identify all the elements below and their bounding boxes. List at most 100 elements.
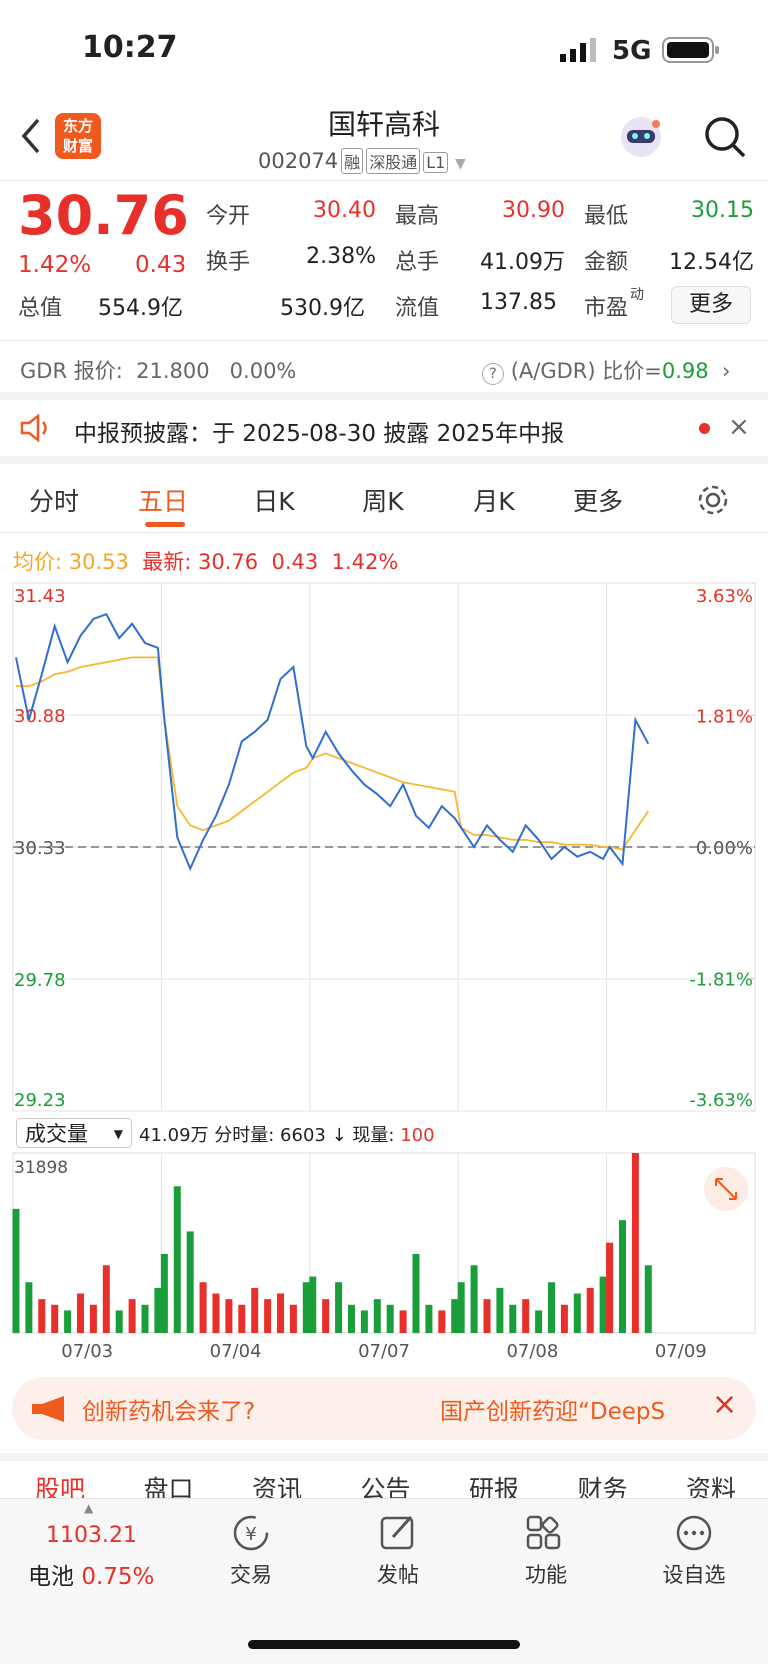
news-banner[interactable]: 创新药机会来了? 国产创新药迎“DeepS × bbox=[12, 1377, 756, 1440]
expand-icon bbox=[715, 1178, 737, 1200]
volume-bar bbox=[573, 1293, 581, 1333]
nav-item[interactable]: 设自选 bbox=[662, 1563, 726, 1587]
tab[interactable]: 周K bbox=[362, 487, 404, 516]
volume-bar bbox=[399, 1310, 407, 1333]
price-legend: 均价: 30.53 最新: 30.76 0.43 1.42% bbox=[13, 546, 398, 576]
volume-bar bbox=[335, 1282, 343, 1333]
tab-underline bbox=[145, 522, 185, 527]
badge: L1 bbox=[423, 152, 449, 173]
volume-bar bbox=[277, 1293, 285, 1333]
stock-code-row: 002074 融深股通 L1 ▼ bbox=[258, 148, 466, 174]
volume-bar bbox=[599, 1276, 607, 1333]
volume-bar bbox=[64, 1310, 72, 1333]
volume-total: 41.09万 bbox=[139, 1125, 209, 1146]
y2-tick-label: -3.63% bbox=[689, 1090, 753, 1111]
notice-text[interactable]: 中报预披露：于 2025-08-30 披露 2025年中报 bbox=[74, 421, 565, 447]
price-line bbox=[15, 612, 650, 872]
tab[interactable]: 日K bbox=[253, 487, 295, 516]
notice-dot bbox=[699, 423, 710, 434]
tab[interactable]: 更多 bbox=[572, 487, 623, 516]
change-pct: 1.42% bbox=[18, 252, 92, 278]
volume-bar bbox=[51, 1304, 59, 1333]
stock-code: 002074 bbox=[258, 149, 339, 173]
settings-button[interactable] bbox=[696, 483, 730, 517]
volume-bar bbox=[76, 1293, 84, 1333]
volume-bar bbox=[522, 1299, 530, 1333]
field-label: 总手 bbox=[395, 250, 440, 275]
dropdown-arrow[interactable]: ▼ bbox=[454, 156, 466, 172]
watchlist-icon bbox=[676, 1515, 712, 1551]
notice-close[interactable]: × bbox=[728, 412, 750, 442]
volume-info: 41.09万 分时量: 6603 ↓ 现量: 100 bbox=[139, 1121, 435, 1147]
field-value: 30.90 bbox=[502, 198, 565, 223]
x-tick-label: 07/09 bbox=[655, 1341, 707, 1362]
robot-avatar[interactable] bbox=[616, 112, 666, 162]
volume-bar bbox=[186, 1231, 194, 1333]
field-sup: 动 bbox=[630, 287, 644, 303]
volume-bar bbox=[586, 1287, 594, 1333]
latest-value: 30.76 bbox=[198, 550, 259, 574]
more-button[interactable]: 更多 bbox=[671, 286, 751, 324]
indicator-selector[interactable]: 成交量 ▼ bbox=[16, 1118, 132, 1148]
volume-bar bbox=[264, 1299, 272, 1333]
volume-bar bbox=[606, 1242, 614, 1333]
x-tick-label: 07/03 bbox=[61, 1341, 113, 1362]
field-value: 2.38% bbox=[306, 244, 376, 269]
volume-bar bbox=[438, 1310, 446, 1333]
field-label: 总值 bbox=[18, 296, 63, 321]
logo-text: 东方 bbox=[62, 117, 93, 135]
tab[interactable]: 分时 bbox=[28, 487, 79, 516]
volume-bar bbox=[154, 1287, 162, 1333]
volume-frame bbox=[12, 1152, 756, 1334]
nav-item[interactable]: 发帖 bbox=[377, 1563, 419, 1587]
volume-bar bbox=[425, 1304, 433, 1333]
volume-bar bbox=[212, 1293, 220, 1333]
banner-close[interactable]: × bbox=[712, 1387, 738, 1422]
y2-tick-label: 1.81% bbox=[696, 706, 753, 727]
index-name: 电池 bbox=[28, 1564, 74, 1590]
divider bbox=[0, 1453, 768, 1461]
field-value: 41.09万 bbox=[480, 250, 565, 275]
gdr-ratio: 0.98 bbox=[661, 359, 709, 383]
volume-bar bbox=[238, 1304, 246, 1333]
back-button[interactable] bbox=[18, 116, 44, 156]
nav-item[interactable]: 交易 bbox=[230, 1563, 272, 1587]
volume-bar bbox=[322, 1299, 330, 1333]
volume-bar bbox=[25, 1282, 33, 1333]
field-value: 30.15 bbox=[691, 198, 754, 223]
index-value: 1103.21 bbox=[46, 1523, 137, 1548]
x-tick-label: 07/08 bbox=[506, 1341, 558, 1362]
field-value: 530.9亿 bbox=[280, 296, 365, 321]
field-label: 金额 bbox=[584, 250, 629, 275]
volume-bar bbox=[309, 1276, 317, 1333]
volume-bar bbox=[160, 1253, 168, 1333]
x-tick-label: 07/04 bbox=[210, 1341, 262, 1362]
banner-right: 国产创新药迎“DeepS bbox=[440, 1399, 666, 1425]
field-label: 今开 bbox=[206, 204, 251, 229]
volume-bar bbox=[225, 1299, 233, 1333]
volume-bar bbox=[289, 1304, 297, 1333]
volume-bar bbox=[102, 1265, 110, 1333]
tab[interactable]: 五日 bbox=[137, 487, 188, 516]
volume-bar bbox=[483, 1299, 491, 1333]
gdr-row: GDR 报价: 21.800 0.00% bbox=[20, 355, 296, 385]
field-value: 137.85 bbox=[480, 290, 557, 315]
volume-bar bbox=[302, 1282, 310, 1333]
volume-bar bbox=[535, 1310, 543, 1333]
y-tick-label: 29.78 bbox=[14, 970, 66, 991]
search-button[interactable] bbox=[702, 114, 748, 160]
tab[interactable]: 月K bbox=[473, 487, 515, 516]
nav-item[interactable]: 功能 bbox=[525, 1563, 567, 1587]
selector-label: 成交量 bbox=[25, 1122, 88, 1146]
gdr-pct: 0.00% bbox=[229, 359, 297, 383]
gdr-label: GDR 报价: bbox=[20, 359, 123, 383]
volume-bar bbox=[509, 1304, 517, 1333]
volume-now-label: 现量: bbox=[352, 1125, 395, 1146]
volume-bar bbox=[89, 1304, 97, 1333]
volume-bar bbox=[386, 1304, 394, 1333]
stock-name: 国轩高科 bbox=[327, 108, 440, 141]
field-label: 最高 bbox=[395, 204, 440, 229]
network: 5G bbox=[612, 36, 652, 66]
volume-bar bbox=[373, 1299, 381, 1333]
y-tick-label: 30.88 bbox=[14, 706, 66, 727]
